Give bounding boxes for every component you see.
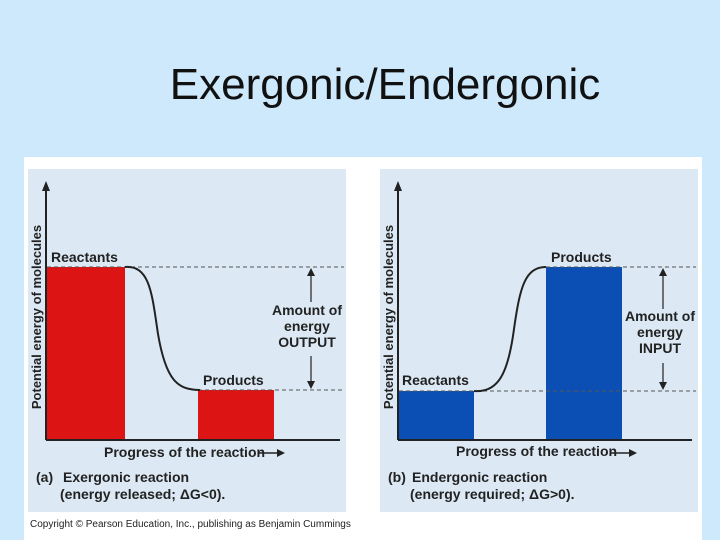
amount-label-bg xyxy=(268,302,346,356)
amount-line-3: OUTPUT xyxy=(278,334,336,350)
amount-label-bg xyxy=(622,309,698,363)
amount-line-1: Amount of xyxy=(625,308,695,324)
products-bar xyxy=(546,267,622,439)
endergonic-diagram: Reactants Products Amount of energy INPU… xyxy=(381,181,698,502)
caption-title: Endergonic reaction xyxy=(412,469,547,485)
products-bar xyxy=(198,390,274,439)
exergonic-diagram: Reactants Products Amount of energy OUTP… xyxy=(29,181,346,502)
caption-tag: (a) xyxy=(36,469,53,485)
amount-line-2: energy xyxy=(637,324,683,340)
copyright-notice: Copyright © Pearson Education, Inc., pub… xyxy=(30,519,351,530)
amount-line-1: Amount of xyxy=(272,302,342,318)
energy-arrow-head-down xyxy=(659,382,667,390)
y-axis-arrow xyxy=(394,181,402,191)
endergonic-panel: Reactants Products Amount of energy INPU… xyxy=(380,169,698,512)
reactants-bar xyxy=(399,391,474,439)
energy-curve xyxy=(124,265,201,391)
x-axis-label-arrowhead xyxy=(277,449,285,457)
end-label: Products xyxy=(551,249,612,265)
caption-detail: (energy required; ΔG>0). xyxy=(410,486,575,502)
x-axis-label: Progress of the reaction xyxy=(104,444,265,460)
slide-title: Exergonic/Endergonic xyxy=(169,60,601,109)
x-axis-label-arrowhead xyxy=(629,449,637,457)
y-axis-label: Potential energy of molecules xyxy=(29,225,44,409)
energy-arrow-head-up xyxy=(659,268,667,276)
amount-line-2: energy xyxy=(284,318,330,334)
exergonic-panel: Reactants Products Amount of energy OUTP… xyxy=(28,169,346,512)
y-axis-arrow xyxy=(42,181,50,191)
reactants-bar xyxy=(47,267,125,439)
y-axis-label: Potential energy of molecules xyxy=(381,225,396,409)
end-label: Products xyxy=(203,372,264,388)
caption-detail: (energy released; ΔG<0). xyxy=(60,486,225,502)
x-axis-label: Progress of the reaction xyxy=(456,443,617,459)
energy-curve xyxy=(473,266,547,393)
energy-arrow-head-down xyxy=(307,381,315,389)
start-label: Reactants xyxy=(51,249,118,265)
caption-tag: (b) xyxy=(388,469,406,485)
amount-line-3: INPUT xyxy=(639,340,681,356)
start-label: Reactants xyxy=(402,372,469,388)
energy-arrow-head-up xyxy=(307,268,315,276)
caption-title: Exergonic reaction xyxy=(63,469,189,485)
energy-diagram-figure: Reactants Products Amount of energy OUTP… xyxy=(24,157,702,540)
